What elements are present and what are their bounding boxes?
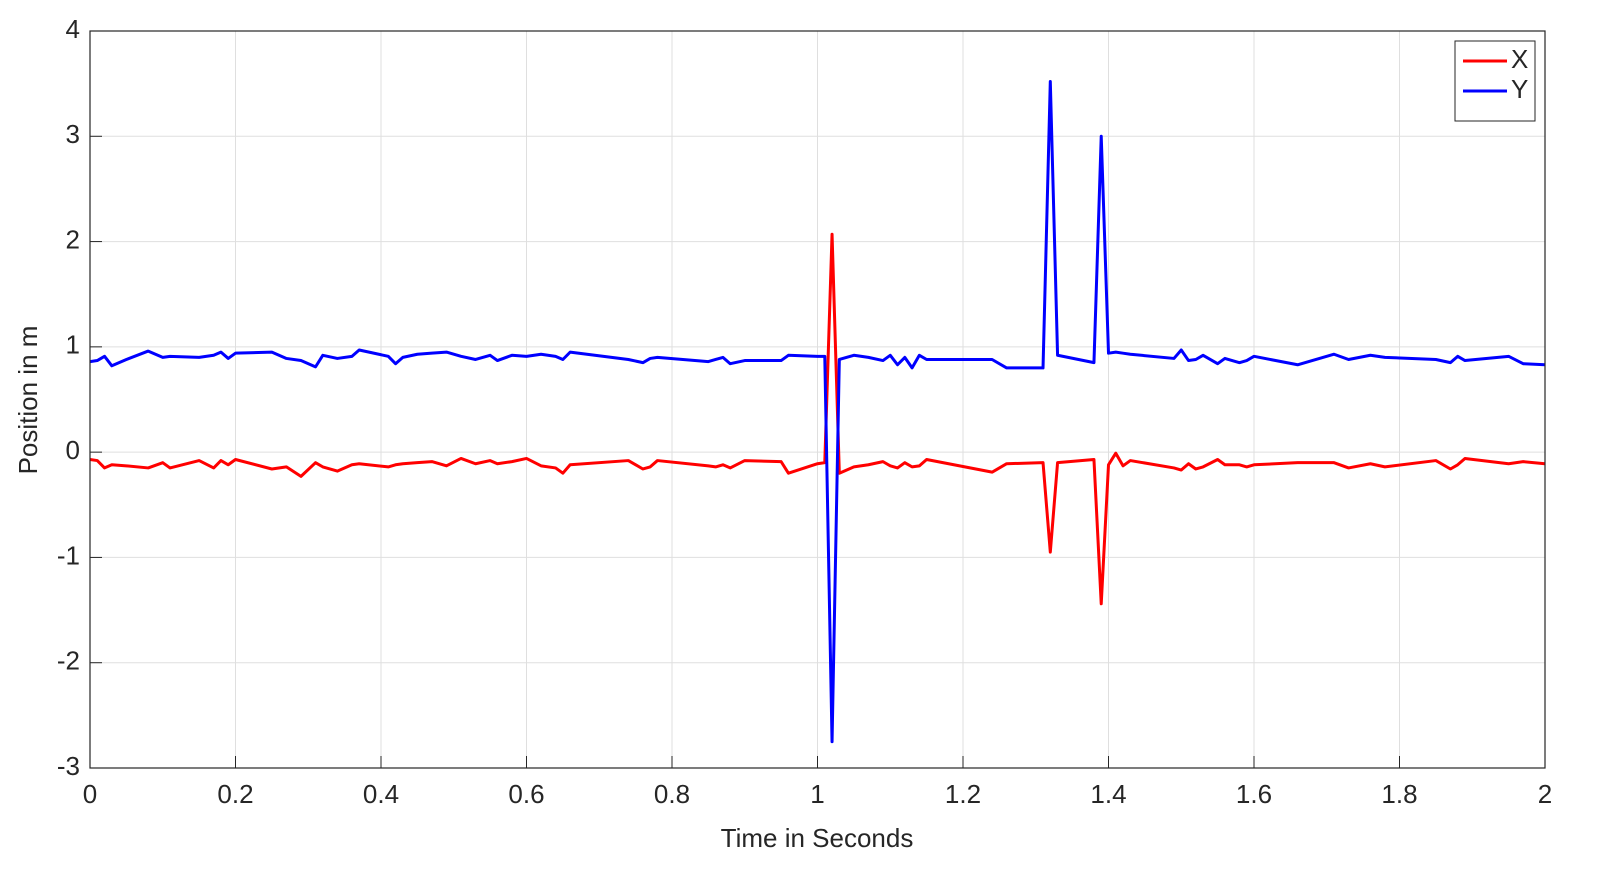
legend-box: [1454, 40, 1536, 122]
x-tick-label: 1.6: [1236, 779, 1272, 809]
data-line: [89, 80, 1546, 744]
x-tick-label: 0.2: [217, 779, 253, 809]
y-tick-label: 4: [66, 14, 80, 44]
y-tick-label: 2: [66, 224, 80, 254]
x-tick-label: 1.8: [1381, 779, 1417, 809]
axes-box: [89, 30, 1546, 769]
x-tick-label: 0.6: [508, 779, 544, 809]
y-axis-label: Position in m: [13, 326, 43, 475]
x-tick-label: 0: [83, 779, 97, 809]
data-line: [89, 232, 1546, 606]
y-tick-label: -3: [57, 751, 80, 781]
y-tick-label: 3: [66, 119, 80, 149]
x-axis-label: Time in Seconds: [721, 823, 914, 853]
x-tick-label: 2: [1538, 779, 1552, 809]
x-tick-label: 0.4: [363, 779, 399, 809]
x-tick-label: 1.4: [1090, 779, 1126, 809]
y-tick-label: 0: [66, 435, 80, 465]
x-tick-label: 0.8: [654, 779, 690, 809]
x-tick-label: 1: [810, 779, 824, 809]
y-tick-label: -2: [57, 646, 80, 676]
legend-label: X: [1511, 44, 1528, 74]
y-tick-label: -1: [57, 540, 80, 570]
legend-label: Y: [1511, 74, 1528, 104]
x-tick-label: 1.2: [945, 779, 981, 809]
y-tick-label: 1: [66, 330, 80, 360]
